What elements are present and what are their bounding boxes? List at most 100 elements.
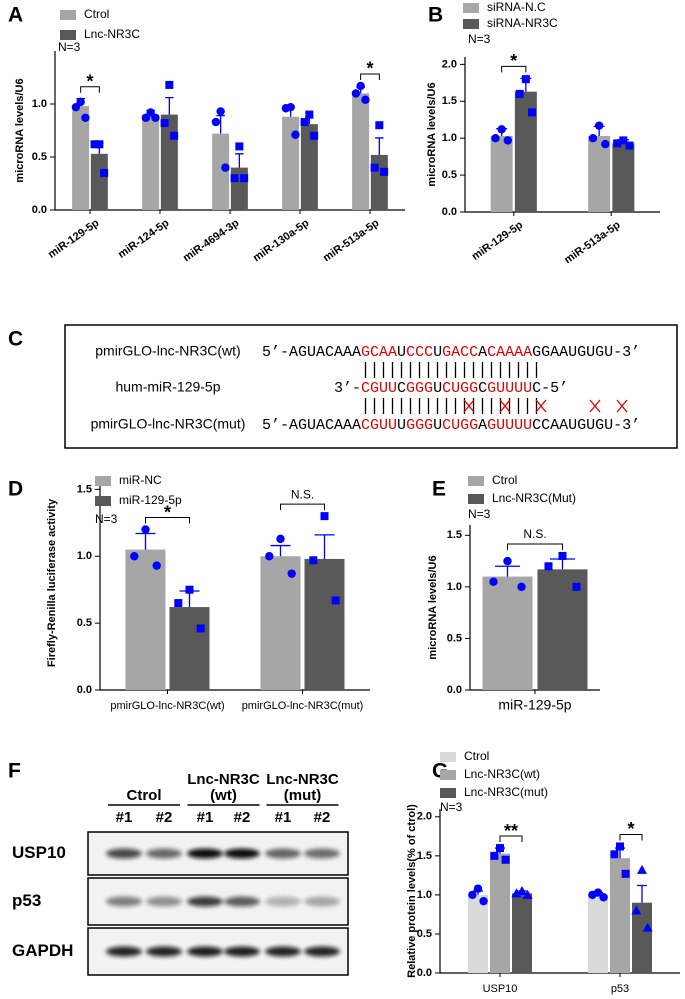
- mismatch-cross: [463, 399, 475, 413]
- sequence-segment: GGAAUGUGU-3’: [532, 344, 640, 361]
- y-tick-label: 0.5: [77, 617, 92, 629]
- legend-swatch: [468, 494, 484, 504]
- data-point: [594, 121, 604, 130]
- y-tick-label: 0.5: [447, 632, 462, 644]
- sequence-segment: GGG: [406, 417, 433, 434]
- x-tick-label: pmirGLO-lnc-NR3C(mut): [242, 700, 364, 712]
- legend-swatch: [463, 19, 479, 29]
- data-point: [588, 890, 597, 900]
- legend-label: Lnc-NR3C(wt): [464, 767, 540, 781]
- data-point: [361, 95, 370, 104]
- data-point: [572, 582, 581, 591]
- note: N=3: [468, 507, 491, 521]
- y-axis-label: microRNA levels/U6: [426, 82, 438, 186]
- data-point: [501, 855, 510, 864]
- row-label: USP10: [12, 843, 66, 862]
- panel-label: F: [8, 760, 21, 783]
- data-point: [619, 136, 628, 145]
- data-point: [468, 890, 477, 900]
- legend-swatch: [95, 476, 111, 486]
- data-point: [517, 886, 527, 895]
- error-bar: [314, 534, 335, 559]
- blot-band: [224, 946, 260, 957]
- sequence-segment: GCAA: [361, 344, 397, 361]
- bar: [304, 558, 345, 690]
- mismatch-cross: [589, 399, 601, 413]
- x-tick-label: miR-129-5p: [470, 219, 526, 263]
- sequence: 5’-AGUACAAAGCAAUCCCUGACCACAAAAGGAAUGUGU-…: [262, 344, 640, 361]
- data-point: [185, 585, 194, 594]
- group-label: Lnc-NR3C: [187, 771, 260, 788]
- y-tick-label: 0.0: [32, 204, 47, 216]
- data-point: [174, 599, 183, 608]
- row-label: p53: [12, 891, 41, 910]
- lane-label: #2: [314, 809, 331, 826]
- error-bar: [495, 565, 520, 577]
- bar: [169, 607, 210, 690]
- data-point: [240, 174, 249, 183]
- sequence-segment: A: [478, 344, 487, 361]
- legend-swatch: [60, 10, 76, 20]
- data-point: [599, 893, 608, 902]
- data-point: [160, 119, 169, 128]
- bar: [588, 135, 611, 212]
- data-point: [151, 113, 160, 122]
- significance-label: *: [366, 59, 373, 79]
- blot-band: [146, 848, 182, 859]
- data-point: [601, 139, 610, 149]
- data-point: [380, 167, 389, 176]
- blot-band: [265, 946, 301, 957]
- data-point: [165, 80, 174, 89]
- error-bar: [235, 153, 244, 168]
- data-point: [235, 142, 244, 151]
- data-point: [291, 130, 300, 139]
- data-point: [170, 131, 179, 140]
- panel-label: A: [8, 4, 23, 27]
- y-tick-label: 1.5: [442, 95, 457, 107]
- data-point: [221, 163, 230, 172]
- data-point: [631, 905, 642, 915]
- legend-swatch: [440, 770, 456, 780]
- panel-label: D: [8, 478, 23, 501]
- error-bar: [270, 544, 291, 557]
- significance-label: **: [504, 821, 518, 841]
- note: N=3: [440, 800, 463, 814]
- blot-band: [224, 896, 260, 907]
- note: N=3: [58, 40, 81, 54]
- significance-bracket: [360, 73, 380, 80]
- bar: [612, 143, 635, 212]
- data-point: [515, 89, 524, 98]
- data-point: [490, 851, 499, 860]
- data-point: [90, 140, 99, 149]
- bar: [300, 124, 318, 210]
- bar: [490, 853, 510, 973]
- legend-label: Ctrol: [84, 7, 109, 21]
- sequence-segment: GUUUU: [487, 417, 532, 434]
- data-point: [305, 110, 314, 119]
- legend-swatch: [468, 476, 484, 486]
- x-tick-label: p53: [611, 983, 629, 995]
- sequence-segment: A: [478, 417, 487, 434]
- error-bar: [216, 115, 225, 134]
- x-tick-label: miR-129-5p: [498, 697, 571, 713]
- bar: [370, 154, 388, 210]
- data-point: [310, 131, 319, 140]
- bar: [90, 153, 108, 210]
- data-point: [196, 624, 205, 633]
- data-point: [544, 562, 553, 571]
- blot-band: [304, 896, 340, 907]
- panel-label: E: [432, 478, 446, 501]
- data-point: [621, 869, 630, 878]
- data-point: [320, 512, 329, 521]
- sequence-segment: U: [397, 344, 406, 361]
- y-axis-label: Relative protein levels(% of ctrol): [406, 804, 418, 978]
- sequence-segment: U: [433, 417, 442, 434]
- data-point: [141, 113, 151, 122]
- data-point: [300, 118, 309, 127]
- blot-band: [187, 896, 223, 907]
- sequence-segment: C: [478, 380, 487, 397]
- x-tick-label: USP10: [483, 983, 518, 995]
- sequence-segment: U: [433, 344, 442, 361]
- legend-swatch: [440, 788, 456, 798]
- mismatch-cross: [535, 399, 547, 413]
